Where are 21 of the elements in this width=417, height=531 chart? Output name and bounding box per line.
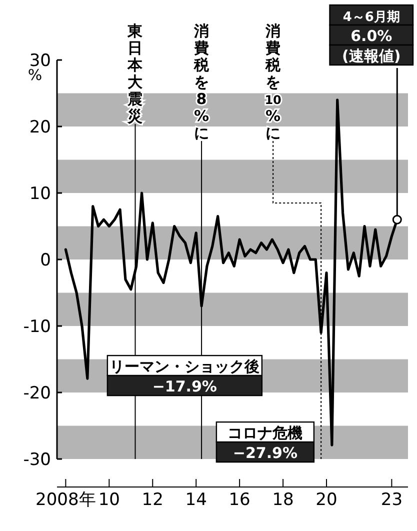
annotation: 4～6月期 6.0% (速報値) [342, 10, 401, 65]
x-tick-label: 2008年 [36, 490, 96, 510]
ref-line-label: 消費税を8%に [193, 22, 210, 142]
annotation: リーマン・ショック後 −17.9% [110, 358, 260, 396]
x-tick-label: 20 [316, 490, 338, 510]
y-axis-title: % [28, 66, 42, 84]
ref-line-label: 東日本大震災 [126, 22, 144, 125]
x-tick-label: 18 [272, 490, 294, 510]
y-tick-label: -10 [23, 317, 51, 337]
x-tick-label: 14 [185, 490, 207, 510]
y-tick-label: -20 [23, 384, 51, 404]
x-tick-label: 10 [98, 490, 120, 510]
y-tick-label: -30 [23, 450, 51, 470]
y-tick-label: 10 [29, 184, 51, 204]
x-tick-label: 16 [228, 490, 250, 510]
y-tick-label: 20 [29, 118, 51, 138]
x-tick-label: 23 [380, 490, 403, 510]
ref-line-label: 消費税を10%に [264, 22, 282, 142]
annotation: コロナ危機 −27.9% [228, 424, 303, 462]
x-tick-label: 12 [142, 490, 164, 510]
y-tick-label: 0 [40, 250, 51, 270]
